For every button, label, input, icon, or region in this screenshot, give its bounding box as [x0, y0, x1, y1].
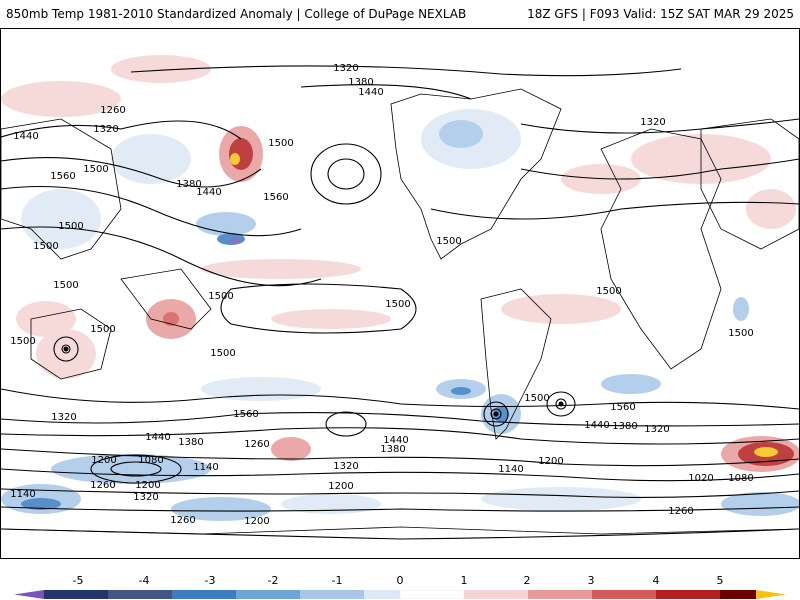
contour-label: 1500 — [33, 241, 58, 252]
contour-label: 1380 — [178, 437, 203, 448]
contour-label: 1500 — [58, 221, 83, 232]
colorbar-tick: 0 — [396, 574, 404, 587]
contour-label: 1440 — [584, 420, 609, 431]
contour-label: 1260 — [244, 439, 269, 450]
colorbar-tick: -2 — [267, 574, 279, 587]
low-center-marker — [558, 401, 564, 407]
contour-label: 1440 — [13, 131, 38, 142]
low-center-marker — [63, 346, 69, 352]
contour-label: 1500 — [53, 280, 78, 291]
colorbar-tick: -3 — [204, 574, 216, 587]
contour-label: 1260 — [100, 105, 125, 116]
contour-label: 1500 — [524, 393, 549, 404]
contour-label: 1320 — [644, 424, 669, 435]
contour-labels: 1320 1380 1440 1260 1320 1440 1500 1560 … — [10, 63, 753, 527]
colorbar-tick: 2 — [523, 574, 531, 587]
contour-label: 1500 — [90, 324, 115, 335]
contour-label: 1560 — [610, 402, 635, 413]
contour-label: 1380 — [380, 444, 405, 455]
contour-label: 1500 — [208, 291, 233, 302]
header-bar: 850mb Temp 1981-2010 Standardized Anomal… — [0, 0, 800, 30]
contour-label: 1260 — [170, 515, 195, 526]
contour-label: 1380 — [348, 77, 373, 88]
colorbar-strip — [14, 590, 786, 599]
australia-outline — [30, 308, 112, 380]
contour-label: 1440 — [383, 435, 408, 446]
contour-label: 1560 — [233, 409, 258, 420]
contour-label: 1500 — [385, 299, 410, 310]
valid-time-label: 18Z GFS | F093 Valid: 15Z SAT MAR 29 202… — [527, 7, 794, 21]
colorbar-tick: -1 — [331, 574, 343, 587]
contour-label: 1320 — [640, 117, 665, 128]
contour-label: 1380 — [176, 179, 201, 190]
contour-label: 1200 — [328, 481, 353, 492]
contour-label: 1320 — [93, 124, 118, 135]
contour-label: 1320 — [51, 412, 76, 423]
contour-label: 1200 — [244, 516, 269, 527]
maritime-outline — [120, 268, 212, 330]
colorbar: -5 -4 -3 -2 -1 0 1 2 3 4 5 — [14, 574, 786, 600]
colorbar-tick: -4 — [138, 574, 150, 587]
contour-label: 1140 — [193, 462, 218, 473]
contour-label: 1320 — [333, 461, 358, 472]
contour-label: 1020 — [688, 473, 713, 484]
contour-label: 1260 — [668, 506, 693, 517]
contour-label: 1440 — [358, 87, 383, 98]
contour-label: 1140 — [10, 489, 35, 500]
contour-label: 1500 — [83, 164, 108, 175]
map-title: 850mb Temp 1981-2010 Standardized Anomal… — [6, 7, 467, 21]
height-contours — [1, 65, 799, 540]
colorbar-tick: 5 — [716, 574, 724, 587]
contour-label: 1500 — [436, 236, 461, 247]
contour-label: 1500 — [210, 348, 235, 359]
anomaly-map: 1320 1380 1440 1260 1320 1440 1500 1560 … — [1, 55, 799, 540]
asia-west-outline — [1, 118, 122, 260]
colorbar-tick: 3 — [587, 574, 595, 587]
contour-label: 1500 — [596, 286, 621, 297]
contour-label: 1440 — [196, 187, 221, 198]
colorbar-tick: 1 — [460, 574, 468, 587]
south-america-outline — [480, 288, 552, 440]
contour-label: 1320 — [333, 63, 358, 74]
contour-label: 1080 — [728, 473, 753, 484]
low-center-marker — [493, 411, 499, 417]
map-frame[interactable]: 1320 1380 1440 1260 1320 1440 1500 1560 … — [0, 28, 800, 559]
colorbar-tick: -5 — [72, 574, 84, 587]
contour-label: 1200 — [91, 455, 116, 466]
contour-label: 1560 — [263, 192, 288, 203]
contour-label: 1500 — [268, 138, 293, 149]
low-centers — [63, 346, 564, 417]
contour-label: 1380 — [612, 421, 637, 432]
contour-label: 1200 — [538, 456, 563, 467]
north-america-outline — [390, 88, 562, 260]
contour-label: 1500 — [10, 336, 35, 347]
contour-label: 1260 — [90, 480, 115, 491]
contour-label: 1560 — [50, 171, 75, 182]
colorbar-tick: 4 — [652, 574, 660, 587]
contour-label: 1440 — [145, 432, 170, 443]
contour-label: 1320 — [133, 492, 158, 503]
contour-label: 1080 — [138, 455, 163, 466]
contour-label: 1500 — [728, 328, 753, 339]
contour-label: 1200 — [135, 480, 160, 491]
contour-label: 1140 — [498, 464, 523, 475]
